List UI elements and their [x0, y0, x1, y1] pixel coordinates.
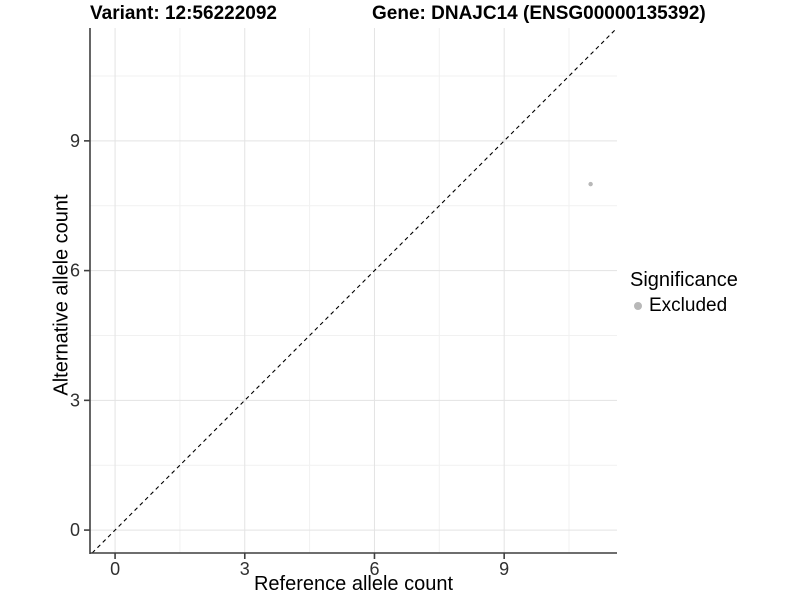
- identity-reference-line: [91, 27, 618, 554]
- x-axis-title: Reference allele count: [253, 573, 453, 595]
- excluded-point-swatch-icon: [634, 302, 642, 310]
- data-point: [588, 181, 593, 187]
- y-tick-label: 3: [70, 390, 80, 410]
- variant-title: Variant: 12:56222092: [90, 3, 277, 24]
- y-tick-label: 6: [70, 261, 80, 281]
- y-tick-label: 9: [70, 131, 80, 151]
- gene-title: Gene: DNAJC14 (ENSG00000135392): [372, 3, 706, 24]
- legend-item-label: Excluded: [649, 295, 728, 316]
- legend-title: Significance: [630, 269, 738, 291]
- y-axis-title: Alternative allele count: [50, 194, 73, 396]
- x-tick-label: 3: [240, 559, 250, 579]
- x-tick-label: 0: [110, 559, 120, 579]
- y-tick-label: 0: [70, 520, 80, 540]
- x-tick-label: 9: [499, 559, 509, 579]
- legend: Significance Excluded: [630, 269, 738, 317]
- x-tick-label: 6: [369, 559, 379, 579]
- legend-item-excluded: Excluded: [630, 295, 738, 317]
